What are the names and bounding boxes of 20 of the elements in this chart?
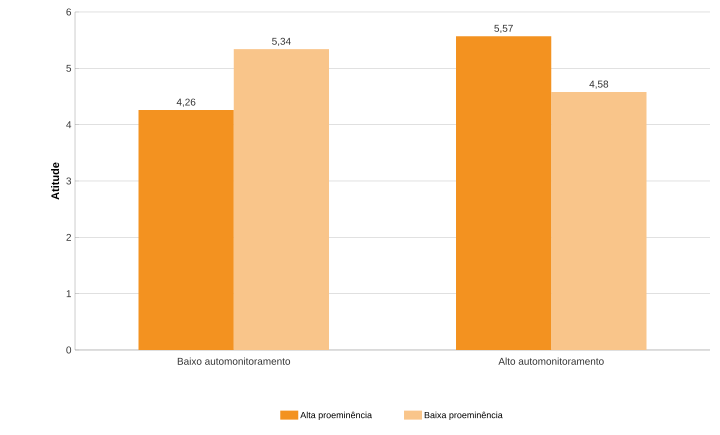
y-tick-label: 2 (66, 234, 71, 241)
data-label: 5,57 (494, 24, 513, 34)
data-label: 5,34 (272, 38, 291, 46)
bar (138, 110, 234, 350)
y-tick-label: 1 (66, 290, 72, 298)
y-tick-label: 3 (66, 177, 72, 185)
bar (234, 49, 330, 350)
bar (456, 36, 552, 350)
x-tick-label: Alto automonitoramento (498, 358, 604, 365)
x-tick-label: Baixo automonitoramento (178, 358, 290, 365)
legend-label: Baixa proeminência (424, 412, 503, 420)
bar (551, 92, 647, 350)
legend-label: Alta proeminência (300, 412, 372, 420)
y-tick-label: 6 (66, 8, 72, 16)
y-tick-label: 0 (66, 346, 72, 354)
y-tick-label: 4 (66, 121, 72, 128)
data-label: 4,26 (176, 98, 196, 107)
y-tick-label: 5 (66, 64, 72, 72)
data-label: 4,58 (589, 80, 608, 89)
y-axis-title: Atitude (51, 162, 60, 200)
